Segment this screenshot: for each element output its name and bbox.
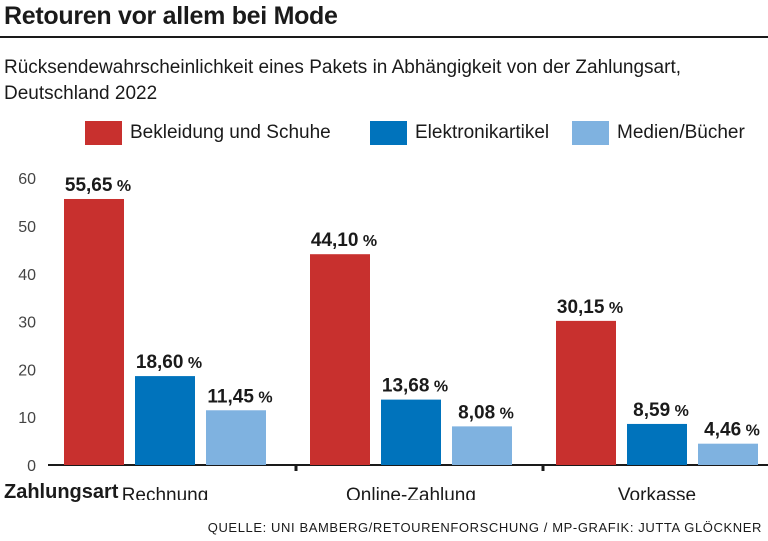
- data-label: 30,15 %: [557, 297, 623, 318]
- bar: [206, 410, 266, 465]
- data-label: 44,10 %: [311, 230, 377, 251]
- legend-swatch-medien: [572, 121, 609, 145]
- bar: [452, 426, 512, 465]
- y-tick-label: 30: [18, 315, 36, 332]
- category-label: Vorkasse: [618, 485, 696, 500]
- data-label: 18,60 %: [136, 352, 202, 373]
- data-label: 11,45 %: [207, 386, 272, 407]
- headline-rule: [0, 36, 768, 38]
- y-tick-label: 0: [27, 458, 36, 475]
- chart-subtitle: Rücksendewahrscheinlichkeit eines Pakets…: [4, 55, 764, 107]
- legend-item-elektronik: Elektronikartikel: [370, 118, 549, 148]
- chart-subtitle-line: Deutschland 2022: [4, 83, 158, 104]
- bar: [627, 423, 687, 465]
- bar: [381, 399, 441, 465]
- legend-item-medien: Medien/Bücher: [572, 118, 745, 148]
- data-label: 4,46 %: [704, 420, 760, 441]
- y-tick-label: 20: [18, 362, 36, 379]
- bar: [64, 198, 124, 466]
- legend-label-bekleidung: Bekleidung und Schuhe: [130, 122, 331, 143]
- source-credit: QUELLE: UNI BAMBERG/RETOURENFORSCHUNG / …: [207, 520, 762, 535]
- legend-item-bekleidung: Bekleidung und Schuhe: [85, 118, 331, 148]
- y-tick-label: 50: [18, 219, 36, 236]
- category-label: Rechnung: [122, 485, 209, 500]
- bar: [310, 254, 370, 465]
- bar: [556, 320, 616, 465]
- chart-title-line: Rücksendewahrscheinlichkeit eines Pakets…: [4, 57, 682, 78]
- legend-label-medien: Medien/Bücher: [617, 122, 745, 143]
- chart-legend: Bekleidung und Schuhe Elektronikartikel …: [0, 118, 768, 148]
- y-tick-label: 60: [18, 171, 36, 188]
- bar: [698, 443, 758, 465]
- x-axis-title: Zahlungsart: [4, 481, 119, 503]
- bar: [135, 376, 195, 465]
- y-tick-label: 40: [18, 267, 36, 284]
- y-tick-label: 10: [18, 410, 36, 427]
- legend-swatch-bekleidung: [85, 121, 122, 145]
- headline: Retouren vor allem bei Mode: [4, 2, 338, 30]
- data-label: 13,68 %: [382, 376, 448, 397]
- legend-label-elektronik: Elektronikartikel: [415, 122, 550, 143]
- data-label: 8,59 %: [633, 400, 689, 421]
- legend-swatch-elektronik: [370, 121, 407, 145]
- data-label: 8,08 %: [458, 402, 514, 423]
- category-label: Online-Zahlung: [346, 485, 476, 500]
- bar-chart: 0 10 20 30 40 50 60 55,65 % 18,60 %11,45 % Rechnu…: [18, 171, 768, 500]
- data-label: 55,65 %: [65, 175, 131, 196]
